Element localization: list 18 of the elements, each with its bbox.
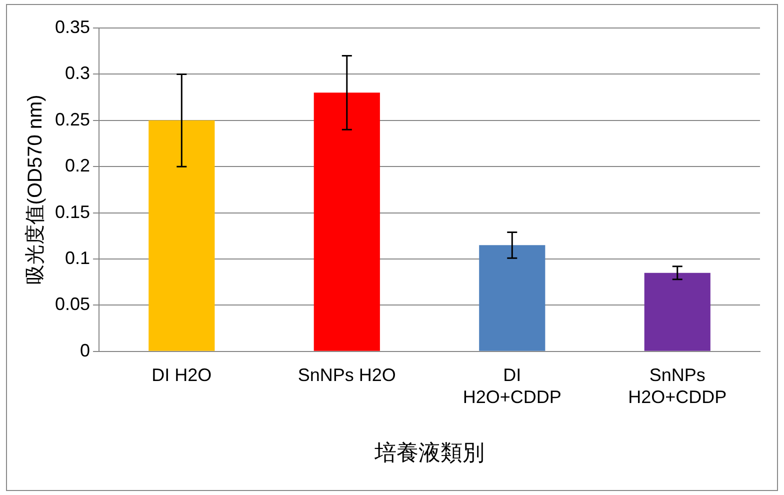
bar bbox=[148, 120, 215, 351]
bar bbox=[644, 272, 710, 351]
x-tick-label: SnNPs H2O bbox=[298, 365, 396, 386]
y-tick-label: 0.15 bbox=[54, 202, 90, 222]
y-tick-label: 0.35 bbox=[54, 16, 90, 37]
bar bbox=[314, 92, 380, 351]
y-tick-label: 0.2 bbox=[65, 156, 90, 176]
x-tick-label: SnNPs H2O+CDDP bbox=[628, 365, 727, 407]
y-tick-label: 0.05 bbox=[54, 294, 90, 314]
y-tick-label: 0.3 bbox=[65, 63, 90, 84]
x-tick-label: DI H2O+CDDP bbox=[462, 365, 562, 407]
y-tick-label: 0.25 bbox=[54, 109, 90, 130]
bar bbox=[479, 245, 546, 351]
x-axis-title: 培養液類別 bbox=[374, 440, 485, 465]
y-tick-label: 0.1 bbox=[65, 248, 90, 268]
y-tick-label: 0 bbox=[80, 340, 90, 360]
y-axis-title: 吸光度值(OD570 nm) bbox=[24, 94, 47, 285]
x-tick-label: DI H2O bbox=[152, 365, 212, 386]
